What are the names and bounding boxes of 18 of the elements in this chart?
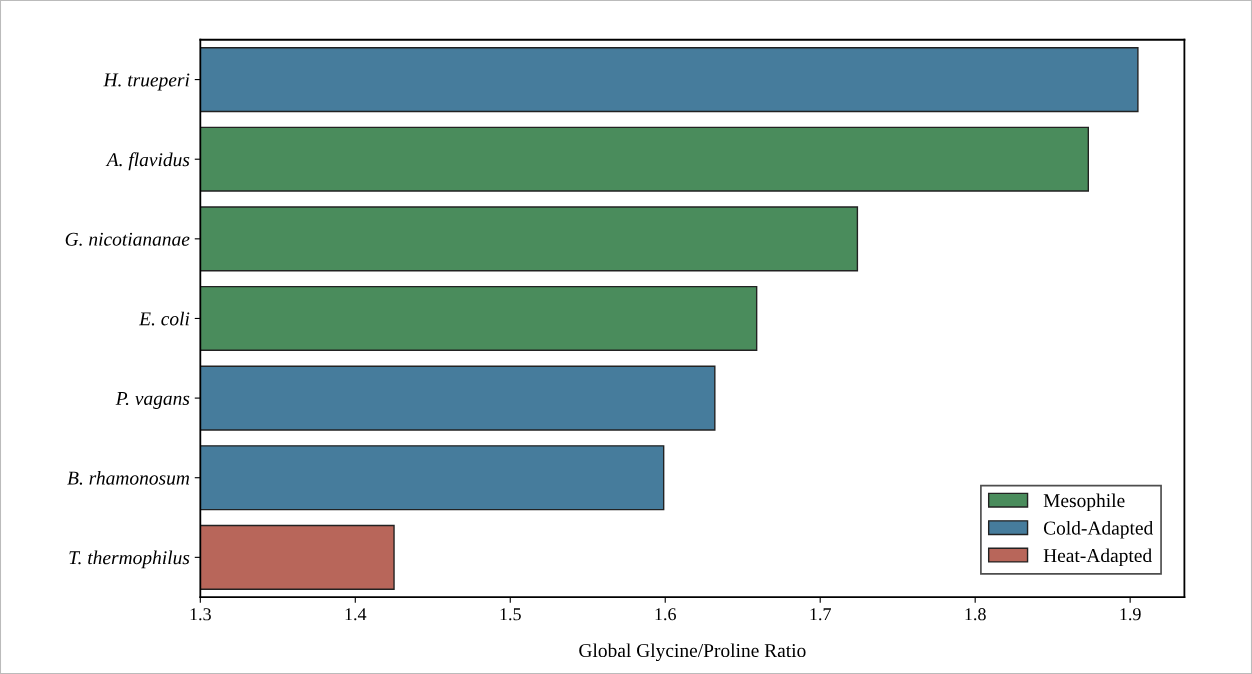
y-tick-label: B. rhamonosum: [67, 470, 190, 485]
x-tick-label: 1.7: [810, 608, 831, 621]
legend-label: Heat-Adapted: [1043, 548, 1152, 567]
y-tick-label: H. trueperi: [103, 73, 190, 91]
y-tick-label: T. thermophilus: [69, 550, 190, 569]
x-tick-label: 1.9: [1120, 608, 1141, 621]
y-tick-label: A. flavidus: [105, 152, 190, 171]
x-tick-label: 1.8: [965, 608, 986, 621]
legend-label: Mesophile: [1043, 493, 1125, 512]
legend-label: Cold-Adapted: [1043, 520, 1154, 539]
x-tick-label: 1.6: [655, 608, 676, 621]
y-tick-label: E. coli: [138, 311, 190, 326]
y-tick-label: G. nicotiananae: [65, 232, 190, 246]
y-tick-label: P. vagans: [115, 392, 190, 409]
x-tick-label: 1.3: [190, 608, 211, 621]
x-tick-label: 1.5: [500, 608, 521, 621]
x-tick-label: 1.4: [345, 608, 367, 621]
x-axis-title: Global Glycine/Proline Ratio: [579, 643, 806, 662]
